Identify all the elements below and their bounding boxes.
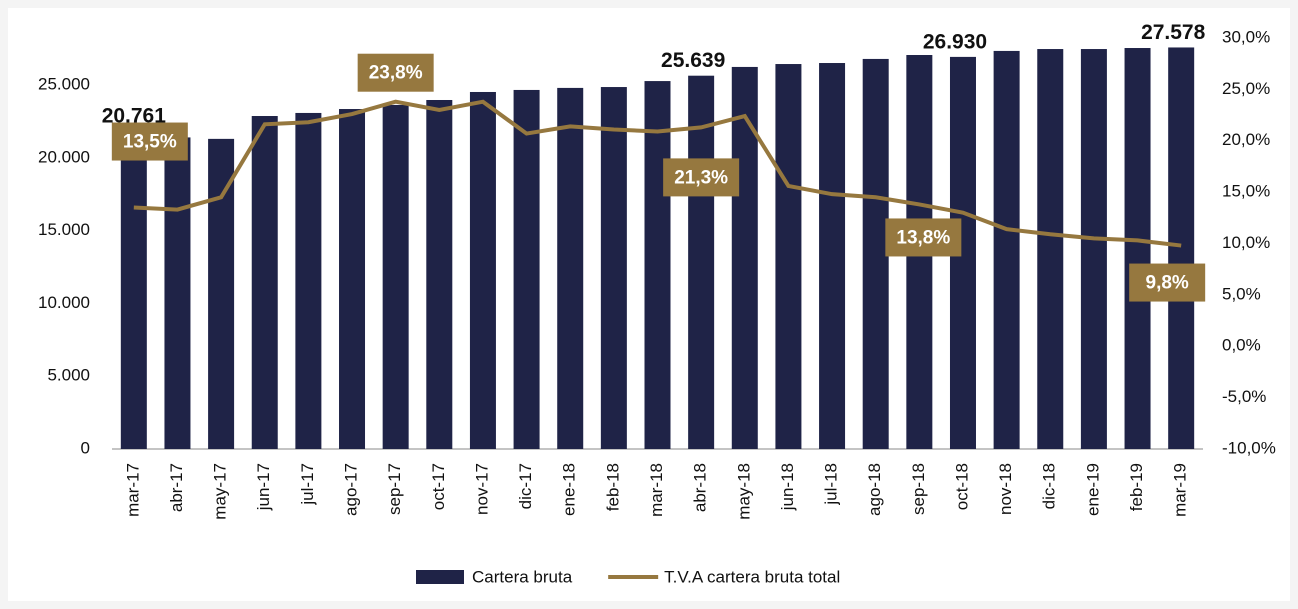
x-tick-label: nov-18: [996, 463, 1015, 515]
line-value-label: 23,8%: [369, 63, 423, 84]
bar: [295, 112, 322, 449]
legend-swatch: [416, 570, 464, 584]
y2-tick-label: 25,0%: [1222, 79, 1270, 98]
x-tick-label: ene-19: [1083, 463, 1102, 516]
bar: [208, 138, 235, 449]
x-tick-label: oct-18: [952, 463, 971, 510]
y2-tick-label: -10,0%: [1222, 438, 1276, 457]
line: [133, 99, 1182, 248]
x-tick-label: abr-17: [167, 463, 186, 512]
bar-value-label: 27.578: [1141, 21, 1206, 44]
bar: [862, 58, 889, 450]
x-tick-label: ago-18: [865, 463, 884, 516]
y2-tick-label: 20,0%: [1222, 130, 1270, 149]
line-value-label: 9,8%: [1146, 273, 1189, 294]
x-tick-label: sep-17: [385, 463, 404, 515]
bar: [426, 99, 453, 450]
y-tick-label: 5.000: [47, 366, 90, 385]
bar: [993, 50, 1020, 449]
y2-tick-label: 5,0%: [1222, 284, 1261, 303]
bar: [339, 109, 366, 449]
value-label-box: [111, 122, 188, 161]
bar: [1037, 49, 1064, 449]
x-tick-label: mar-18: [647, 463, 666, 517]
line-value-label: 13,8%: [896, 227, 950, 248]
value-label-box: [1129, 263, 1206, 302]
x-tick-label: feb-19: [1127, 463, 1146, 511]
x-tick-label: jul-17: [298, 463, 317, 506]
x-tick-label: sep-18: [909, 463, 928, 515]
y-tick-label: 25.000: [38, 74, 90, 93]
bar: [120, 146, 147, 449]
bar-value-label: 25.639: [661, 49, 725, 72]
x-tick-label: dic-18: [1040, 463, 1059, 509]
legend-label: Cartera bruta: [472, 567, 573, 586]
value-label-box: [885, 218, 962, 257]
y2-tick-label: 10,0%: [1222, 233, 1270, 252]
bar: [513, 89, 540, 449]
bar: [557, 87, 584, 450]
x-tick-label: feb-18: [603, 463, 622, 511]
x-tick-label: oct-17: [429, 463, 448, 510]
x-tick-label: dic-17: [516, 463, 535, 509]
bar: [775, 64, 802, 450]
bar: [1080, 49, 1107, 449]
y2-tick-label: 15,0%: [1222, 182, 1270, 201]
y-tick-label: 15.000: [38, 220, 90, 239]
bar: [1168, 47, 1195, 449]
x-tick-label: abr-18: [691, 463, 710, 512]
x-tick-label: jun-18: [778, 463, 797, 511]
bar: [251, 116, 278, 449]
y2-tick-label: 0,0%: [1222, 336, 1261, 355]
x-tick-label: may-17: [211, 463, 230, 520]
bar-value-label: 26.930: [923, 30, 987, 53]
x-tick-label: jun-17: [254, 463, 273, 511]
bar: [819, 63, 846, 449]
bar-value-label: 20.761: [102, 104, 167, 127]
line-value-label: 13,5%: [123, 132, 177, 153]
bar: [731, 66, 758, 449]
x-tick-label: may-18: [734, 463, 753, 520]
x-tick-label: ene-18: [560, 463, 579, 516]
line-value-label: 21,3%: [674, 167, 728, 188]
x-tick-label: mar-19: [1171, 463, 1190, 517]
value-label-box: [357, 53, 434, 92]
x-tick-label: nov-17: [472, 463, 491, 515]
x-tick-label: mar-17: [123, 463, 142, 517]
value-label-box: [663, 158, 740, 197]
x-tick-label: ago-17: [342, 463, 361, 516]
x-tick-label: jul-18: [822, 463, 841, 506]
y2-tick-label: 30,0%: [1222, 27, 1270, 46]
y-tick-label: 20.000: [38, 147, 90, 166]
bar: [469, 91, 496, 449]
y-tick-label: 0: [81, 438, 90, 457]
bar: [600, 87, 627, 449]
bar: [1124, 48, 1151, 450]
y2-tick-label: -5,0%: [1222, 387, 1266, 406]
bar: [164, 137, 191, 449]
legend-label: T.V.A cartera bruta total: [664, 567, 840, 586]
bar: [382, 104, 409, 449]
bar: [688, 75, 715, 450]
bar: [644, 81, 671, 449]
y-tick-label: 10.000: [38, 293, 90, 312]
